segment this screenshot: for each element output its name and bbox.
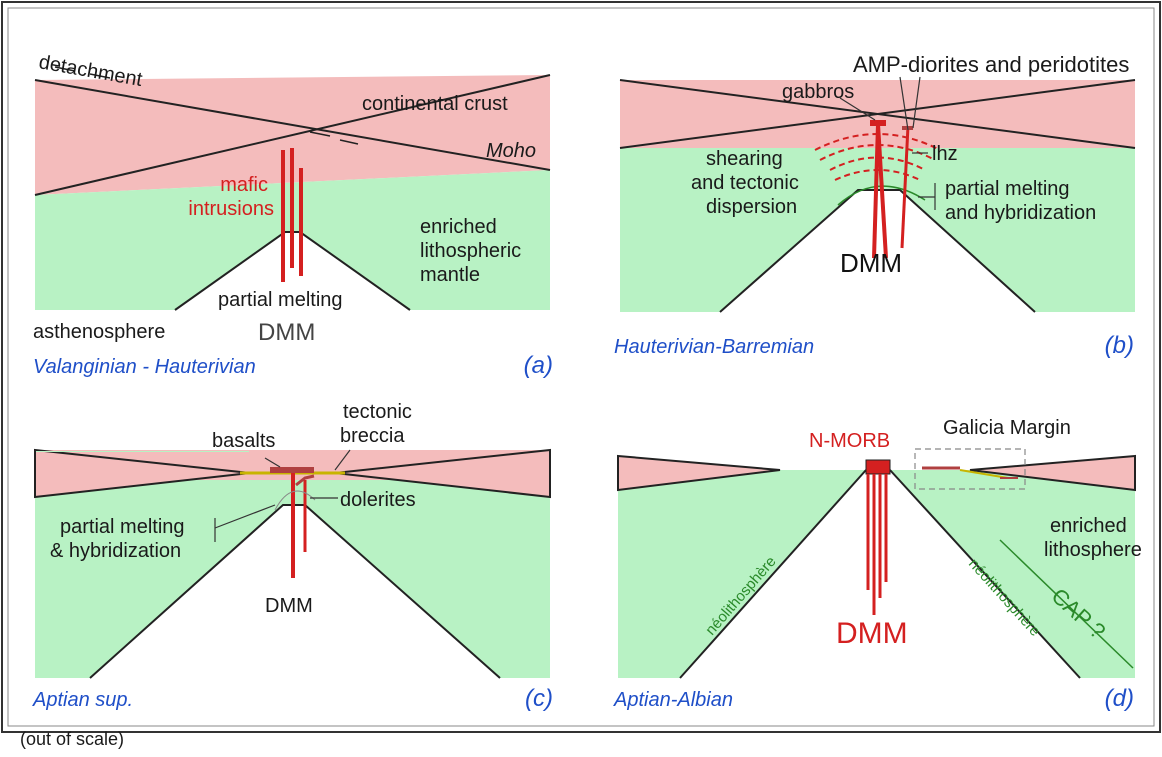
panel-letter: (b) bbox=[1105, 332, 1134, 359]
panel-letter: (d) bbox=[1105, 685, 1134, 712]
stage-caption: Valanginian - Hauterivian bbox=[33, 356, 256, 378]
panel-a: detachment continental crust Moho mafic … bbox=[33, 51, 553, 379]
panel-b-leader bbox=[899, 76, 909, 131]
panel-c-dolerite bbox=[295, 474, 315, 487]
panel-b-crust-left bbox=[620, 80, 878, 148]
panel-b-dispersion-arc bbox=[829, 156, 926, 171]
hybridization-label: & hybridization bbox=[50, 540, 181, 562]
panel-b-intrusion bbox=[900, 125, 910, 249]
mafic-label: mafic bbox=[220, 174, 268, 196]
cap-line bbox=[999, 539, 1134, 669]
panel-d-crust-left bbox=[617, 454, 781, 492]
dmm-label: DMM bbox=[840, 248, 902, 278]
galicia-margin-box bbox=[914, 448, 1026, 490]
partial-melting-label: partial melting bbox=[218, 289, 343, 311]
hybridization-label: and hybridization bbox=[945, 202, 1096, 224]
stage-caption: Aptian-Albian bbox=[613, 689, 733, 711]
dmm-label: DMM bbox=[265, 595, 313, 617]
panel-c-fill bbox=[36, 451, 249, 452]
panel-c-leader bbox=[334, 449, 351, 471]
panel-b-leader bbox=[912, 76, 921, 129]
panel-c-leader bbox=[264, 457, 281, 468]
asthenosphere-label: asthenosphere bbox=[33, 321, 165, 343]
panel-d: N-MORB Galicia Margin enriched lithosphe… bbox=[613, 417, 1142, 712]
dmm-label: DMM bbox=[258, 319, 315, 346]
panel-d-galicia-breccia bbox=[959, 469, 1009, 479]
panel-a-dash bbox=[339, 139, 359, 145]
panel-a-dash bbox=[89, 73, 111, 79]
scale-note: (out of scale) bbox=[20, 729, 124, 749]
inner-frame bbox=[7, 7, 1155, 727]
panel-c-asthenosphere bbox=[90, 505, 500, 678]
panel-a-dash bbox=[309, 131, 331, 137]
panel-a-asthenosphere bbox=[35, 232, 410, 310]
dispersion-label: dispersion bbox=[706, 196, 797, 218]
panel-c-crust-wedge-right bbox=[334, 448, 551, 499]
panel-b-asthenosphere bbox=[720, 190, 1035, 312]
panel-letter: (a) bbox=[524, 352, 553, 379]
panel-b: AMP-diorites and peridotites gabbros she… bbox=[614, 52, 1136, 359]
panel-a-dash bbox=[54, 66, 76, 72]
intrusions-label: intrusions bbox=[188, 198, 274, 220]
galicia-label: Galicia Margin bbox=[943, 417, 1071, 439]
tectonic-label: and tectonic bbox=[691, 172, 799, 194]
enriched-label: enriched bbox=[420, 216, 497, 238]
panel-a-moho-line bbox=[34, 74, 551, 196]
lithosphere-label: lithosphere bbox=[1044, 539, 1142, 561]
panel-b-intrusion bbox=[876, 123, 888, 259]
stage-caption: Aptian sup. bbox=[32, 689, 133, 711]
moho-label: Moho bbox=[486, 140, 536, 162]
panel-d-lab-line-right bbox=[889, 469, 1081, 679]
partial-melting-label: partial melting bbox=[60, 516, 185, 538]
panel-b-lab-line bbox=[719, 189, 1036, 313]
basalts-label: basalts bbox=[212, 430, 275, 452]
panel-c-melting-arc bbox=[274, 490, 316, 511]
mantle-label: mantle bbox=[420, 264, 480, 286]
panel-c-leader bbox=[214, 504, 276, 529]
panel-c: tectonic breccia basalts dolerites parti… bbox=[20, 401, 553, 749]
amp-label: AMP-diorites and peridotites bbox=[853, 52, 1129, 77]
lithospheric-label: lithospheric bbox=[420, 240, 521, 262]
partial-melting-label: partial melting bbox=[945, 178, 1070, 200]
panel-d-nmorb-block bbox=[865, 459, 891, 475]
enriched-label: enriched bbox=[1050, 515, 1127, 537]
breccia-label: breccia bbox=[340, 425, 405, 447]
nmorb-label: N-MORB bbox=[809, 430, 890, 452]
panel-d-crust-right bbox=[969, 454, 1136, 492]
shearing-label: shearing bbox=[706, 148, 783, 170]
continental-crust-label: continental crust bbox=[362, 93, 508, 115]
stage-caption: Hauterivian-Barremian bbox=[614, 336, 814, 358]
panel-d-lab-line-left bbox=[679, 469, 867, 679]
panel-c-crust-wedge-left bbox=[34, 448, 251, 499]
panel-letter: (c) bbox=[525, 685, 553, 712]
panel-b-gabbro-cap bbox=[870, 120, 886, 126]
panel-c-basalt-cap bbox=[270, 467, 314, 473]
lhz-label: lhz bbox=[932, 143, 958, 165]
panel-b-line bbox=[619, 79, 1136, 149]
dmm-label: DMM bbox=[836, 617, 908, 650]
panel-a-detachment-line bbox=[34, 79, 551, 171]
tectonic-label: tectonic bbox=[343, 401, 412, 423]
panel-b-leader bbox=[839, 97, 876, 121]
dolerites-label: dolerites bbox=[340, 489, 416, 511]
gabbros-label: gabbros bbox=[782, 81, 854, 103]
